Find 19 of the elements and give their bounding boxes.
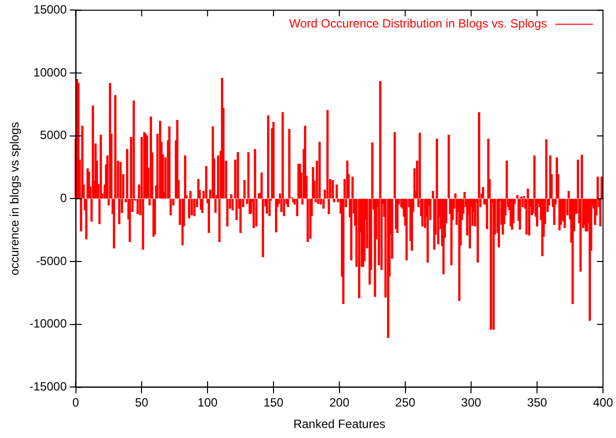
x-axis-title: Ranked Features [293,417,386,432]
x-tick-label: 150 [263,396,284,410]
y-tick-label: 10000 [33,65,68,80]
y-axis-title: occurence in blogs vs splogs [8,122,22,276]
y-tick-label: -10000 [29,316,68,331]
y-tick-label: 0 [60,191,68,206]
x-tick-label: 100 [198,396,218,410]
x-tick-label: 250 [395,396,416,410]
legend-label: Word Occurence Distribution in Blogs vs. Splogs [289,16,547,31]
y-tick-label: -5000 [36,254,68,268]
x-tick-label: 200 [329,396,350,410]
x-tick-label: 400 [592,396,614,410]
x-tick-label: 300 [461,396,482,410]
y-tick-label: -15000 [29,380,68,394]
x-tick-label: 0 [72,396,80,410]
x-tick-label: 350 [527,396,548,410]
y-tick-label: 15000 [33,2,68,17]
x-tick-label: 50 [134,396,149,410]
y-tick-label: 5000 [40,128,68,142]
